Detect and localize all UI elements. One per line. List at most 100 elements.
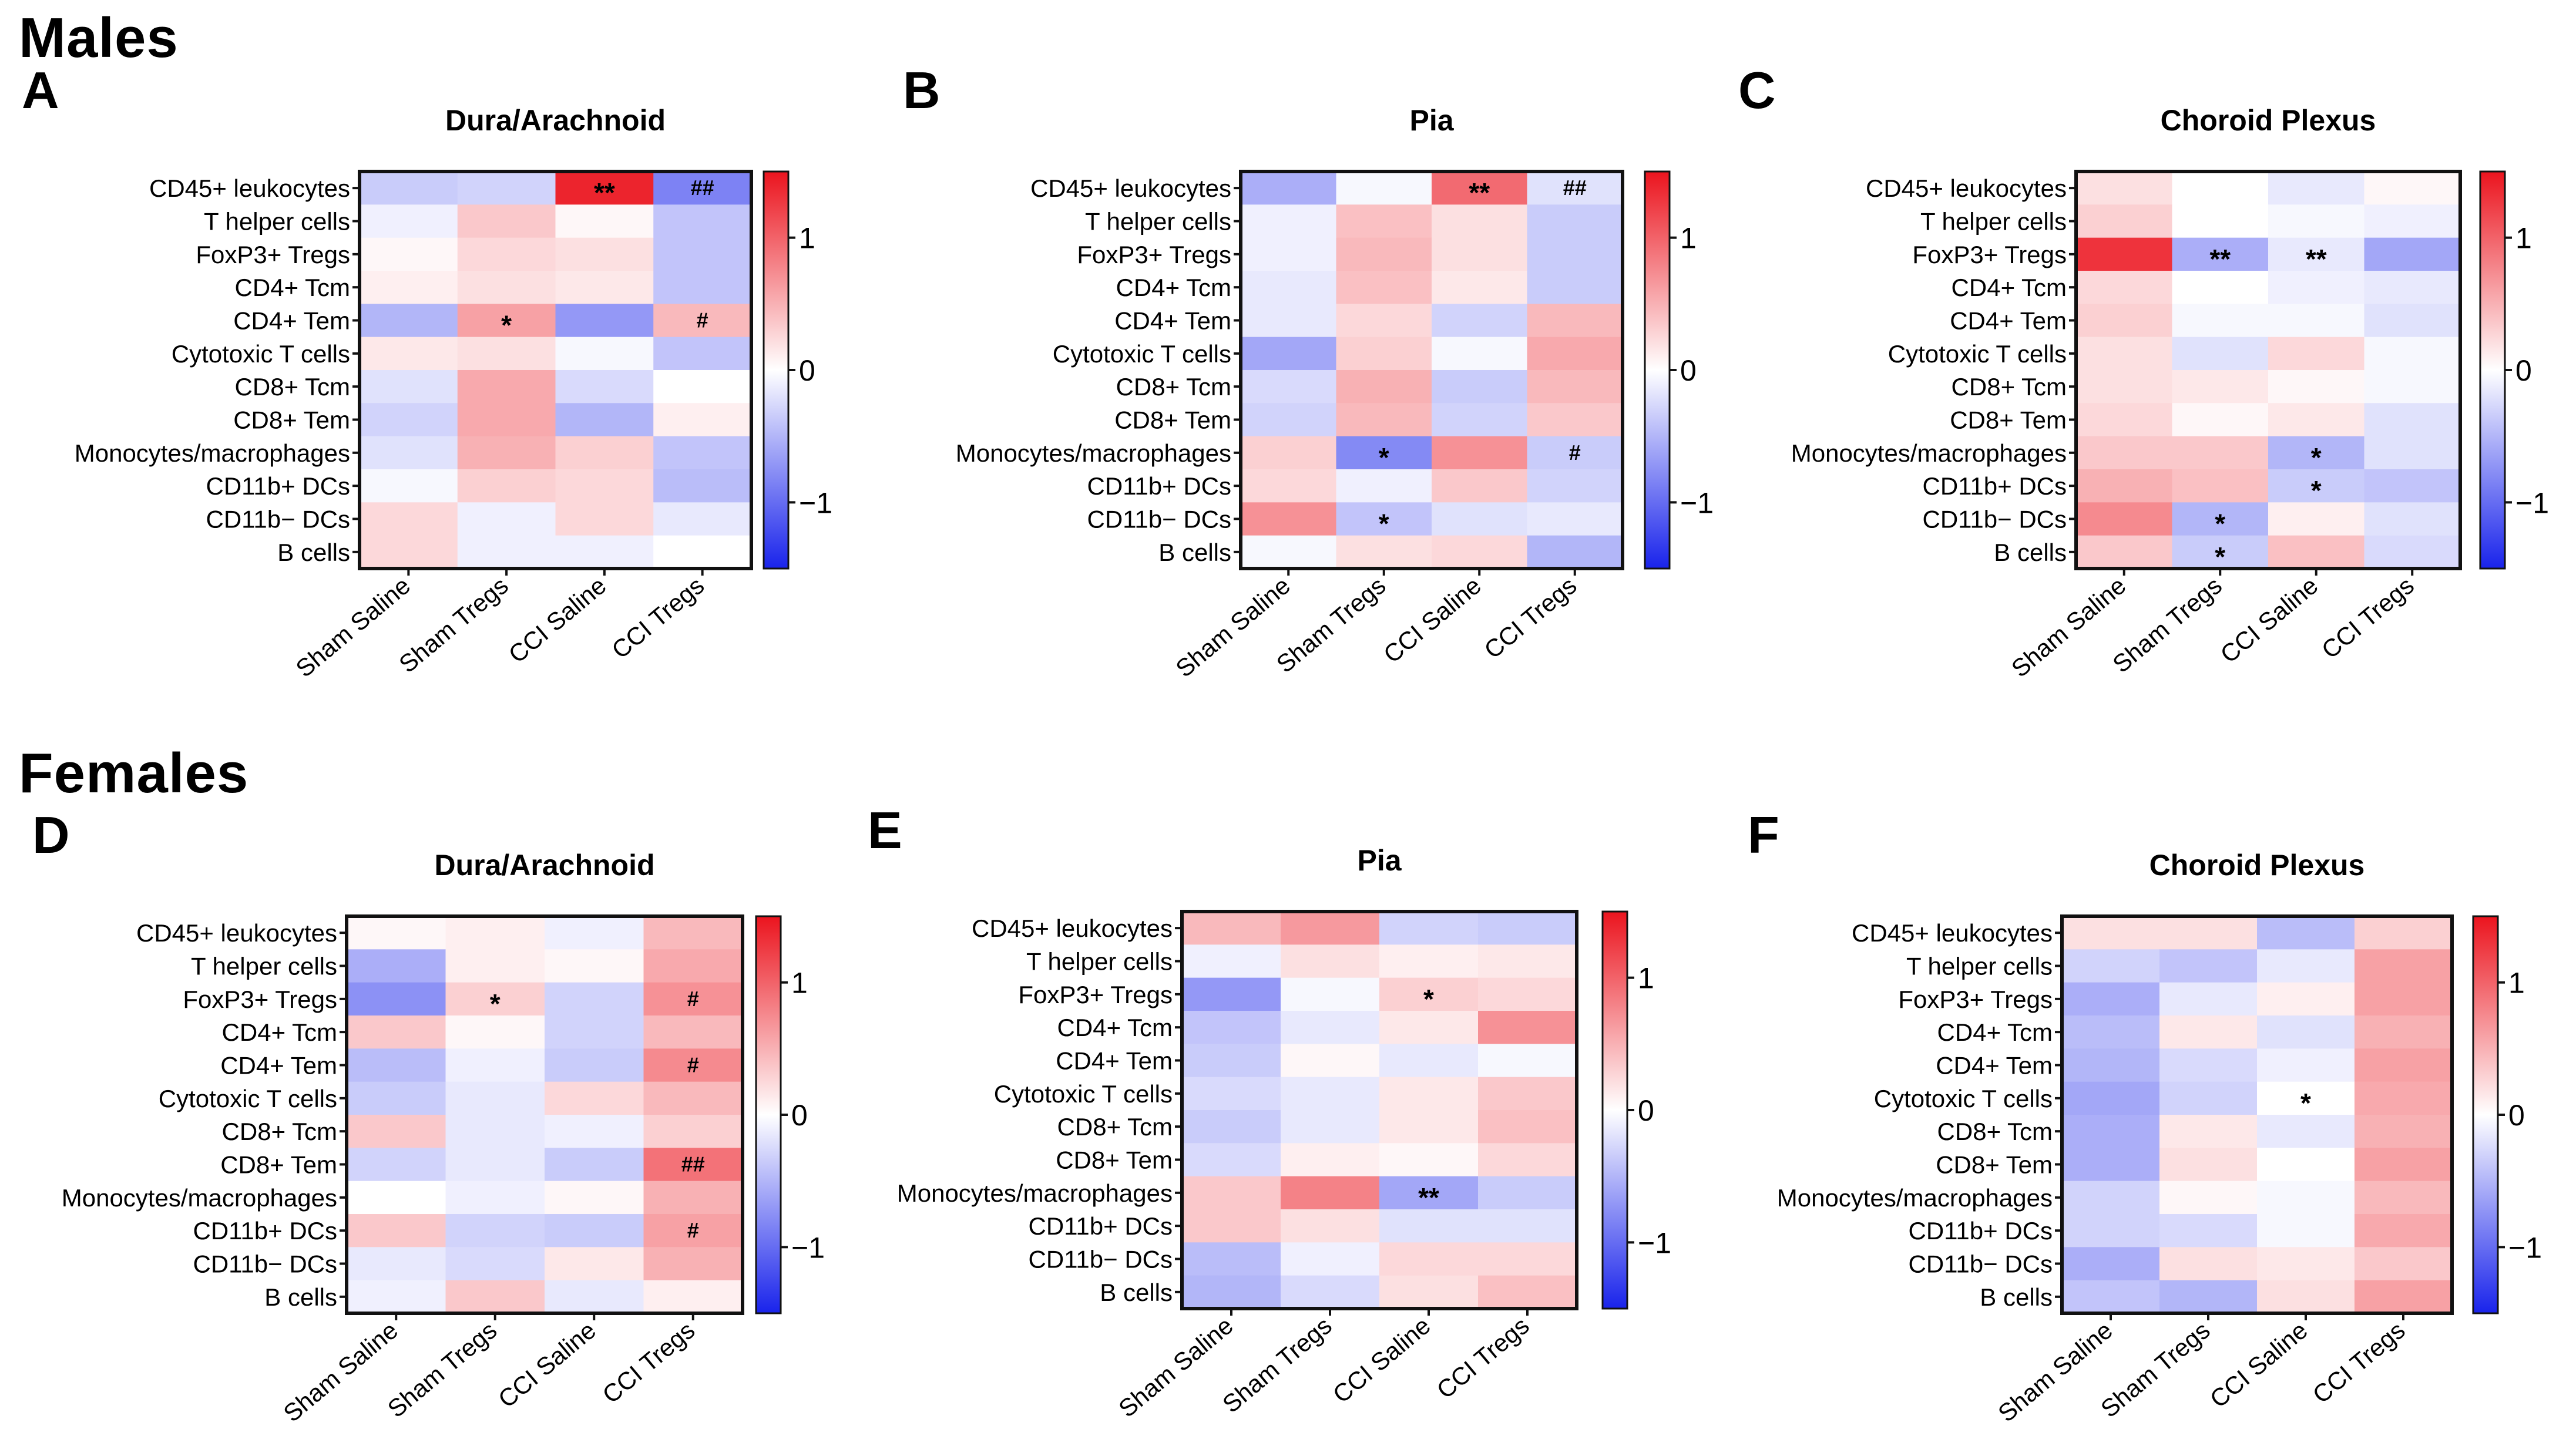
heatmap-cell: [1336, 237, 1432, 271]
heatmap-cell: [2268, 403, 2365, 437]
heatmap-cell: [1527, 271, 1623, 304]
row-label-cd45-leukocytes: CD45+ leukocytes: [972, 914, 1173, 942]
heatmap-cell: [1281, 1176, 1380, 1210]
heatmap-cell: [653, 403, 752, 437]
column-label-cci-saline: CCI Saline: [2215, 571, 2323, 668]
row-label-b-cells: B cells: [1994, 539, 2067, 566]
heatmap-cell: [347, 916, 446, 950]
column-label-cci-tregs: CCI Tregs: [1479, 571, 1582, 664]
heatmap-cell: [1478, 1176, 1577, 1210]
row-label-cd4-tcm: CD4+ Tcm: [222, 1018, 337, 1046]
heatmap-cell: [2355, 982, 2453, 1016]
heatmap-cell: [347, 1214, 446, 1247]
heatmap-cell: [1336, 502, 1432, 536]
column-label-cci-saline: CCI Saline: [503, 571, 612, 668]
significance-marker: **: [2209, 244, 2231, 274]
row-label-cd8-tem: CD8+ Tem: [1950, 406, 2067, 434]
heatmap-cell: [457, 469, 556, 503]
heatmap-cell: [445, 1048, 545, 1082]
column-label-sham-tregs: Sham Tregs: [394, 571, 513, 678]
heatmap-cell: [2172, 469, 2269, 503]
heatmap-cell: [1281, 1077, 1380, 1111]
heatmap-cell: [1379, 1176, 1479, 1210]
heatmap-cell: [2159, 1048, 2258, 1082]
heatmap-cell: [653, 304, 752, 338]
significance-marker: #: [687, 1053, 699, 1077]
heatmap-cell: [1527, 436, 1623, 470]
row-label-t-helper-cells: T helper cells: [1906, 953, 2053, 980]
heatmap-cell: [2172, 403, 2269, 437]
heatmap-cell: [1527, 337, 1623, 371]
heatmap-cell: [1241, 237, 1337, 271]
heatmap-cell: [2257, 1247, 2355, 1281]
colorbar-tick-label: 0: [1680, 354, 1697, 387]
heatmap-cell: [555, 469, 654, 503]
heatmap-cell: [1336, 304, 1432, 338]
heatmap-cell: [1527, 204, 1623, 238]
column-label-cci-saline: CCI Saline: [1328, 1312, 1436, 1408]
heatmap-cell: [360, 403, 458, 437]
heatmap-cell: [1281, 1143, 1380, 1177]
row-label-b-cells: B cells: [277, 539, 350, 566]
heatmap-cell: [445, 916, 545, 950]
heatmap-cell: [2076, 370, 2173, 403]
heatmap-cell: [2268, 469, 2365, 503]
heatmap-cell: [2062, 949, 2160, 983]
heatmap-cell: [643, 949, 743, 983]
row-label-cd11b-dcs: CD11b− DCs: [1923, 506, 2067, 533]
heatmap-cell: [545, 1214, 644, 1247]
heatmap-cell: [445, 949, 545, 983]
heatmap-cell: [457, 204, 556, 238]
row-label-monocytes-macrophages: Monocytes/macrophages: [897, 1179, 1173, 1207]
heatmap-cell: [1241, 304, 1337, 338]
heatmap-cell: [2268, 204, 2365, 238]
heatmap-cell: [1241, 469, 1337, 503]
heatmap-cell: [457, 436, 556, 470]
heatmap-cell: [1432, 469, 1528, 503]
heatmap-cell: [2062, 1081, 2160, 1115]
heatmap-cell: [1281, 1209, 1380, 1243]
row-label-cytotoxic-t-cells: Cytotoxic T cells: [1053, 340, 1231, 368]
heatmap-cell: [2076, 502, 2173, 536]
panel-title: Choroid Plexus: [2161, 104, 2376, 137]
heatmap-border: [345, 914, 744, 1315]
colorbar-tick-label: 0: [2508, 1099, 2525, 1132]
panel-letter: D: [32, 806, 70, 864]
heatmap-cell: [2076, 204, 2173, 238]
row-label-cd8-tem: CD8+ Tem: [1936, 1151, 2053, 1179]
heatmap-cell: [2159, 1148, 2258, 1182]
row-label-cytotoxic-t-cells: Cytotoxic T cells: [172, 340, 350, 368]
heatmap-cell: [555, 337, 654, 371]
heatmap-cell: [2257, 1148, 2355, 1182]
heatmap-cell: [2364, 337, 2461, 371]
heatmap-cell: [2159, 982, 2258, 1016]
heatmap-cell: [1478, 1077, 1577, 1111]
colorbar: [1644, 170, 1671, 570]
heatmap-cell: [457, 271, 556, 304]
heatmap-cell: [1241, 370, 1337, 403]
heatmap-cell: [653, 502, 752, 536]
row-label-monocytes-macrophages: Monocytes/macrophages: [956, 439, 1231, 467]
heatmap-cell: [2159, 1081, 2258, 1115]
heatmap-panel-b: B Pia ** ## * # * CD45+ leukocytes T helper cell…: [903, 61, 1714, 682]
heatmap-cell: [457, 370, 556, 403]
heatmap-cell: [1527, 237, 1623, 271]
heatmap-cell: [2172, 370, 2269, 403]
heatmap-cell: [360, 204, 458, 238]
heatmap-cell: [2364, 535, 2461, 569]
heatmap-cell: [2159, 1214, 2258, 1247]
heatmap-cell: [545, 1148, 644, 1182]
significance-marker: **: [1418, 1182, 1439, 1213]
row-label-t-helper-cells: T helper cells: [1085, 208, 1231, 236]
heatmap-cell: [1478, 912, 1577, 945]
heatmap-cell: [2355, 1081, 2453, 1115]
heatmap-cell: [2355, 949, 2453, 983]
colorbar-tick-label: 0: [2515, 354, 2532, 387]
row-label-cd11b-dcs: CD11b+ DCs: [1923, 472, 2067, 500]
row-label-cd45-leukocytes: CD45+ leukocytes: [149, 174, 350, 202]
heatmap-cell: [555, 271, 654, 304]
heatmap-cell: [2364, 204, 2461, 238]
row-label-cd4-tcm: CD4+ Tcm: [1116, 274, 1231, 301]
row-label-b-cells: B cells: [1158, 539, 1231, 566]
row-label-cd11b-dcs: CD11b+ DCs: [1909, 1217, 2053, 1245]
